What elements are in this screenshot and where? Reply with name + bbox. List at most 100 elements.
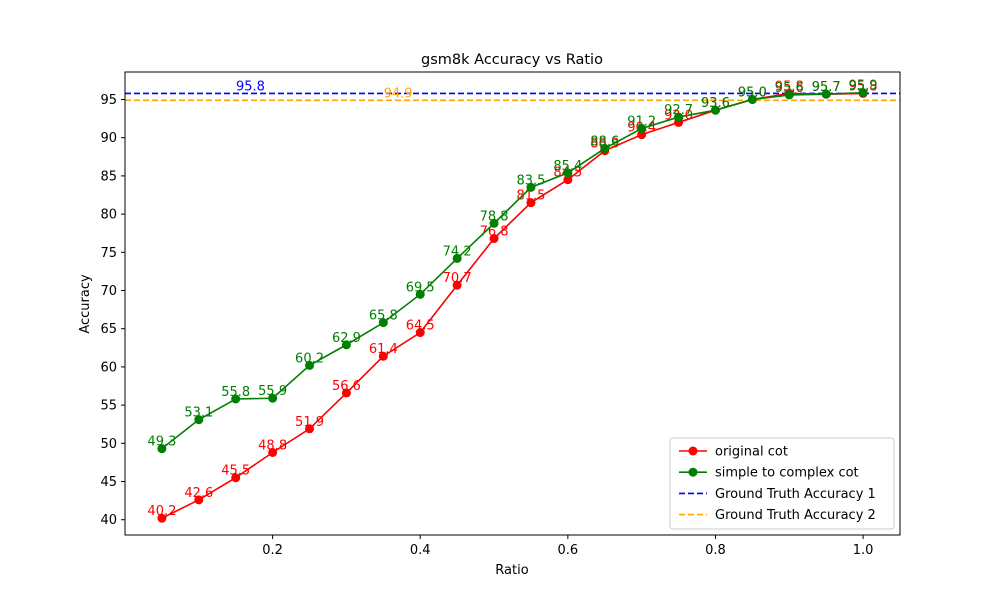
x-tick-label: 0.6	[558, 543, 579, 558]
data-point	[231, 473, 241, 483]
y-axis-label: Accuracy	[78, 274, 93, 334]
legend: original cot simple to complex cot Ground …	[669, 437, 895, 530]
data-label: 48.8	[258, 438, 287, 453]
data-label: 55.9	[258, 384, 287, 399]
data-point	[489, 234, 499, 244]
data-label: 76.8	[480, 225, 509, 240]
y-tick-label: 70	[100, 284, 117, 299]
data-point	[378, 318, 388, 328]
legend-item: Ground Truth Accuracy 1	[679, 487, 876, 502]
data-point	[563, 175, 573, 185]
data-point	[268, 447, 278, 457]
data-point	[526, 198, 536, 208]
data-label: 95.0	[738, 86, 767, 101]
data-point	[194, 415, 204, 425]
legend-item: Ground Truth Accuracy 2	[679, 508, 876, 523]
legend-label: original cot	[715, 445, 788, 460]
data-point	[415, 328, 425, 338]
y-tick-label: 85	[100, 169, 117, 184]
data-label: 69.5	[406, 280, 435, 295]
data-label: 56.6	[332, 379, 361, 394]
chart-title: gsm8k Accuracy vs Ratio	[421, 52, 603, 68]
y-tick-label: 40	[100, 513, 117, 528]
legend-item: simple to complex cot	[679, 466, 859, 481]
data-point	[157, 513, 167, 523]
legend-label: Ground Truth Accuracy 2	[715, 508, 876, 523]
data-point	[563, 168, 573, 178]
data-label: 95.8	[849, 79, 878, 94]
reference-lines: 95.8 94.9	[125, 79, 900, 101]
data-point	[341, 340, 351, 350]
y-tick-label: 60	[100, 360, 117, 375]
data-label: 74.2	[443, 244, 472, 259]
data-label: 91.2	[627, 115, 656, 130]
y-tick-label: 65	[100, 322, 117, 337]
axes: 0.2 0.4 0.6 0.8 1.0 40 45 50 55 60 65 70 75 80 85 90 95	[100, 71, 901, 558]
data-point	[784, 90, 794, 100]
axes-frame	[124, 71, 901, 536]
data-label: 55.8	[221, 385, 250, 400]
x-axis-label: Ratio	[495, 563, 528, 578]
data-label: 49.3	[147, 435, 176, 450]
data-point	[600, 143, 610, 153]
x-tick-label: 0.4	[410, 543, 431, 558]
data-label: 70.7	[443, 271, 472, 286]
data-label: 95.9	[849, 79, 878, 94]
y-tick-label: 95	[100, 93, 117, 108]
legend-label: simple to complex cot	[715, 466, 859, 481]
data-label: 53.1	[184, 406, 213, 421]
y-tick-label: 50	[100, 437, 117, 452]
legend-marker	[688, 467, 698, 477]
y-tick-label: 90	[100, 131, 117, 146]
data-label: 95.0	[738, 86, 767, 101]
data-point	[305, 424, 315, 434]
y-tick-label: 45	[100, 475, 117, 490]
data-point	[747, 95, 757, 105]
data-point	[157, 444, 167, 454]
data-point	[821, 89, 831, 99]
data-point	[305, 360, 315, 370]
legend-item: original cot	[679, 445, 788, 460]
x-tick-label: 1.0	[853, 543, 874, 558]
data-point	[489, 218, 499, 228]
x-tick-label: 0.8	[705, 543, 726, 558]
data-point	[858, 88, 868, 98]
data-label: 61.4	[369, 342, 398, 357]
data-label: 78.8	[480, 209, 509, 224]
data-point	[268, 393, 278, 403]
data-label: 95.7	[812, 80, 841, 95]
data-point	[194, 495, 204, 505]
series-2: 49.3 53.1 55.8 55.9 60.2 62.9 65.8 69.5 74.2 78.8…	[147, 79, 878, 454]
data-series: 40.2 42.6 45.5 48.8 51.9 56.6 61.4 64.5 70.7 76.8…	[147, 79, 878, 523]
data-label: 95.8	[775, 79, 804, 94]
data-point	[710, 105, 720, 115]
data-label: 83.5	[516, 173, 545, 188]
data-label: 45.5	[221, 464, 250, 479]
data-point	[637, 124, 647, 134]
reference-line-label-1: 95.8	[236, 79, 265, 94]
data-label: 88.6	[590, 134, 619, 149]
x-tick-label: 0.2	[262, 543, 283, 558]
y-tick-label: 80	[100, 208, 117, 223]
y-tick-label: 55	[100, 399, 117, 414]
data-point	[452, 253, 462, 263]
data-label: 92.7	[664, 103, 693, 118]
data-label: 95.6	[775, 81, 804, 96]
data-label: 40.2	[147, 504, 176, 519]
legend-label: Ground Truth Accuracy 1	[715, 487, 876, 502]
reference-line-label-2: 94.9	[384, 86, 413, 101]
data-label: 81.5	[516, 189, 545, 204]
data-point	[526, 182, 536, 192]
data-label: 85.4	[553, 159, 582, 174]
data-label: 64.5	[406, 319, 435, 334]
data-label: 95.7	[812, 80, 841, 95]
data-label: 42.6	[184, 486, 213, 501]
data-label: 51.9	[295, 415, 324, 430]
data-label: 60.2	[295, 351, 324, 366]
legend-box	[669, 437, 895, 530]
data-label: 62.9	[332, 331, 361, 346]
y-tick-label: 75	[100, 246, 117, 261]
data-point	[341, 388, 351, 398]
data-point	[415, 289, 425, 299]
